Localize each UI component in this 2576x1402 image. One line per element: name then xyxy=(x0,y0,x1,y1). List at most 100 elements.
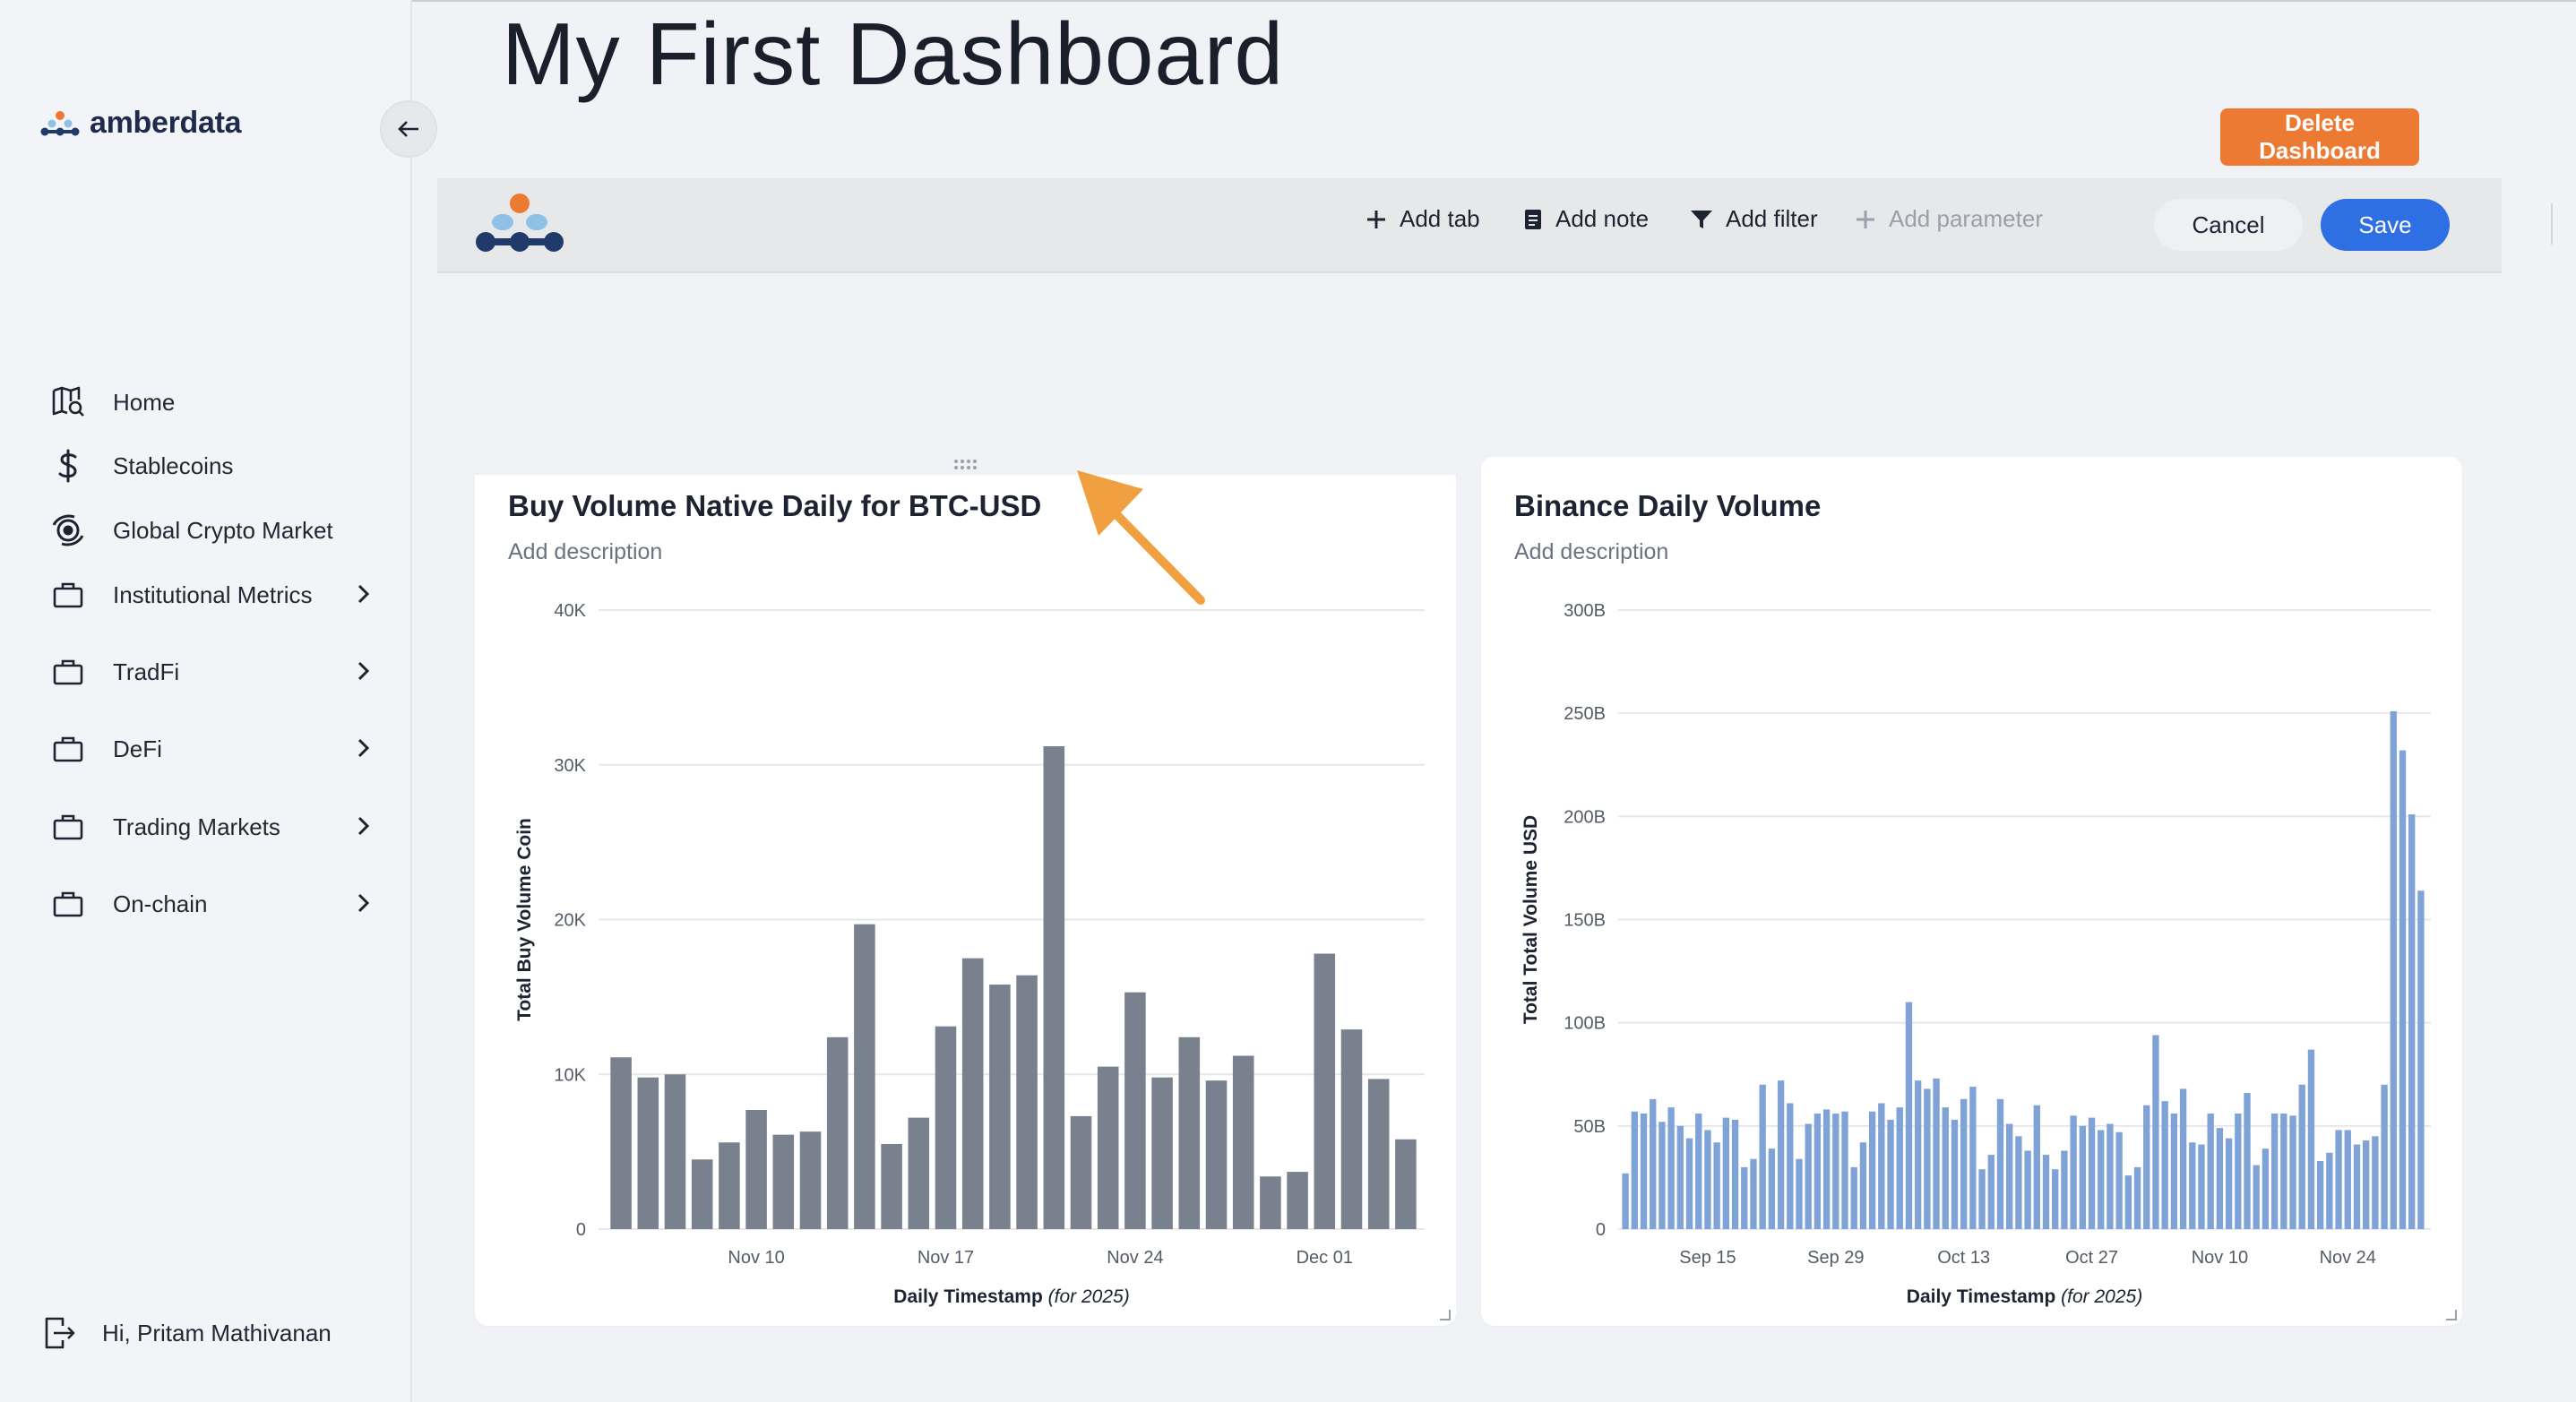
user-menu[interactable]: Hi, Pritam Mathivanan xyxy=(43,1315,332,1351)
bar xyxy=(2262,1148,2270,1229)
amberdata-logo-icon xyxy=(476,194,564,252)
bar xyxy=(2079,1125,2087,1229)
bar xyxy=(2326,1152,2333,1229)
x-axis-title-main: Daily Timestamp xyxy=(1907,1286,2061,1307)
annotation-arrow-icon xyxy=(1077,470,1205,605)
bar xyxy=(854,924,875,1229)
bar xyxy=(2115,1131,2123,1229)
sidebar-item-global-crypto-market[interactable]: Global Crypto Market xyxy=(50,511,373,550)
bar xyxy=(1996,1098,2004,1229)
bar xyxy=(2235,1114,2242,1229)
sidebar-item-institutional-metrics[interactable]: Institutional Metrics xyxy=(50,575,373,615)
sidebar-item-trading-markets[interactable]: Trading Markets xyxy=(50,807,373,847)
resize-handle[interactable] xyxy=(1440,1310,1451,1320)
bar xyxy=(1914,1080,1922,1229)
chart-card-binance-volume[interactable]: Binance Daily Volume Add description 0 50… xyxy=(1481,457,2462,1326)
bar xyxy=(1832,1114,1839,1229)
bar xyxy=(1695,1114,1702,1229)
bar xyxy=(1314,953,1336,1229)
sidebar-item-defi[interactable]: DeFi xyxy=(50,729,373,769)
chevron-right-icon xyxy=(358,661,370,681)
sidebar-item-stablecoins[interactable]: Stablecoins xyxy=(50,446,373,486)
x-axis-title: Daily Timestamp (for 2025) xyxy=(893,1286,1129,1307)
add-note-button[interactable]: Add note xyxy=(1523,205,1649,233)
sidebar-item-home[interactable]: Home xyxy=(50,383,373,422)
brand[interactable]: amberdata xyxy=(39,106,242,141)
bar xyxy=(1395,1139,1417,1229)
sidebar-item-tradfi[interactable]: TradFi xyxy=(50,652,373,692)
bar xyxy=(1097,1066,1119,1229)
bar xyxy=(637,1077,659,1229)
arrow-left-icon xyxy=(398,121,418,137)
x-tick-label: Nov 24 xyxy=(2320,1248,2376,1268)
bar xyxy=(935,1026,957,1229)
add-filter-label: Add filter xyxy=(1726,205,1818,232)
x-tick-label: Oct 27 xyxy=(2065,1248,2118,1268)
bar xyxy=(2372,1136,2379,1229)
bar xyxy=(1850,1166,1857,1229)
drag-handle-icon[interactable] xyxy=(952,457,979,471)
chart-description[interactable]: Add description xyxy=(1514,539,1669,564)
y-axis-title: Total Buy Volume Coin xyxy=(514,818,535,1021)
bar xyxy=(2088,1117,2096,1229)
sidebar-item-label: Stablecoins xyxy=(113,452,234,479)
chart-title[interactable]: Buy Volume Native Daily for BTC-USD xyxy=(508,489,1042,522)
chevron-right-icon xyxy=(358,738,370,758)
bar xyxy=(1731,1119,1739,1229)
bar xyxy=(2408,814,2416,1229)
bar xyxy=(1667,1107,1675,1229)
chart-card-buy-volume[interactable]: Buy Volume Native Daily for BTC-USD Add … xyxy=(475,457,1456,1326)
bar xyxy=(1987,1155,1994,1229)
sidebar-item-label: Trading Markets xyxy=(113,813,280,840)
bar xyxy=(2225,1138,2233,1229)
collapse-sidebar-button[interactable] xyxy=(380,100,437,158)
bar xyxy=(1070,1115,1092,1229)
bar xyxy=(2052,1169,2059,1229)
cancel-button[interactable]: Cancel xyxy=(2154,199,2303,251)
bar xyxy=(2161,1101,2168,1229)
chart-title[interactable]: Binance Daily Volume xyxy=(1514,489,1822,522)
bar xyxy=(1741,1166,1748,1229)
x-tick-label: Sep 15 xyxy=(1679,1248,1736,1268)
y-tick-label: 20K xyxy=(554,911,586,931)
y-tick-label: 0 xyxy=(576,1220,586,1240)
add-tab-button[interactable]: Add tab xyxy=(1366,205,1480,233)
delete-dashboard-button[interactable]: Delete Dashboard xyxy=(2220,108,2419,166)
bar xyxy=(1942,1107,1949,1229)
save-button[interactable]: Save xyxy=(2321,199,2450,251)
window-top-border xyxy=(0,0,2576,2)
bar xyxy=(1768,1148,1776,1229)
x-axis-title: Daily Timestamp (for 2025) xyxy=(1907,1286,2142,1307)
add-parameter-label: Add parameter xyxy=(1889,205,2043,232)
note-icon xyxy=(1525,209,1541,229)
bar xyxy=(2124,1175,2132,1229)
bar xyxy=(745,1109,767,1229)
bar xyxy=(1124,992,1146,1229)
add-filter-button[interactable]: Add filter xyxy=(1690,205,1818,233)
chart-description[interactable]: Add description xyxy=(508,539,663,564)
y-tick-label: 150B xyxy=(1564,911,1606,931)
add-parameter-button[interactable]: Add parameter xyxy=(1855,205,2043,233)
y-tick-label: 40K xyxy=(554,601,586,621)
bar xyxy=(610,1057,632,1229)
bar xyxy=(2353,1144,2361,1229)
bar xyxy=(1960,1098,1968,1229)
add-tab-label: Add tab xyxy=(1400,205,1480,232)
sidebar-item-label: TradFi xyxy=(113,658,180,685)
bar xyxy=(1796,1158,1803,1229)
bar xyxy=(1841,1111,1848,1229)
sidebar-item-on-chain[interactable]: On-chain xyxy=(50,884,373,924)
bar-chart-binance-volume: 0 50B 100B 150B 200B 250B 300B Sep 15 Sep 29 Oct … xyxy=(1521,601,2431,1307)
bar xyxy=(1650,1098,1657,1229)
bar xyxy=(2417,890,2425,1229)
bar xyxy=(1777,1080,1785,1229)
bar xyxy=(1750,1158,1757,1229)
bar xyxy=(2024,1150,2031,1229)
bar xyxy=(1640,1114,1648,1229)
card-drag-band[interactable] xyxy=(475,457,1456,475)
bar xyxy=(1933,1078,1940,1229)
bar xyxy=(2399,750,2407,1229)
bar xyxy=(1043,746,1065,1229)
filter-icon xyxy=(1691,210,1712,228)
resize-handle[interactable] xyxy=(2446,1310,2457,1320)
